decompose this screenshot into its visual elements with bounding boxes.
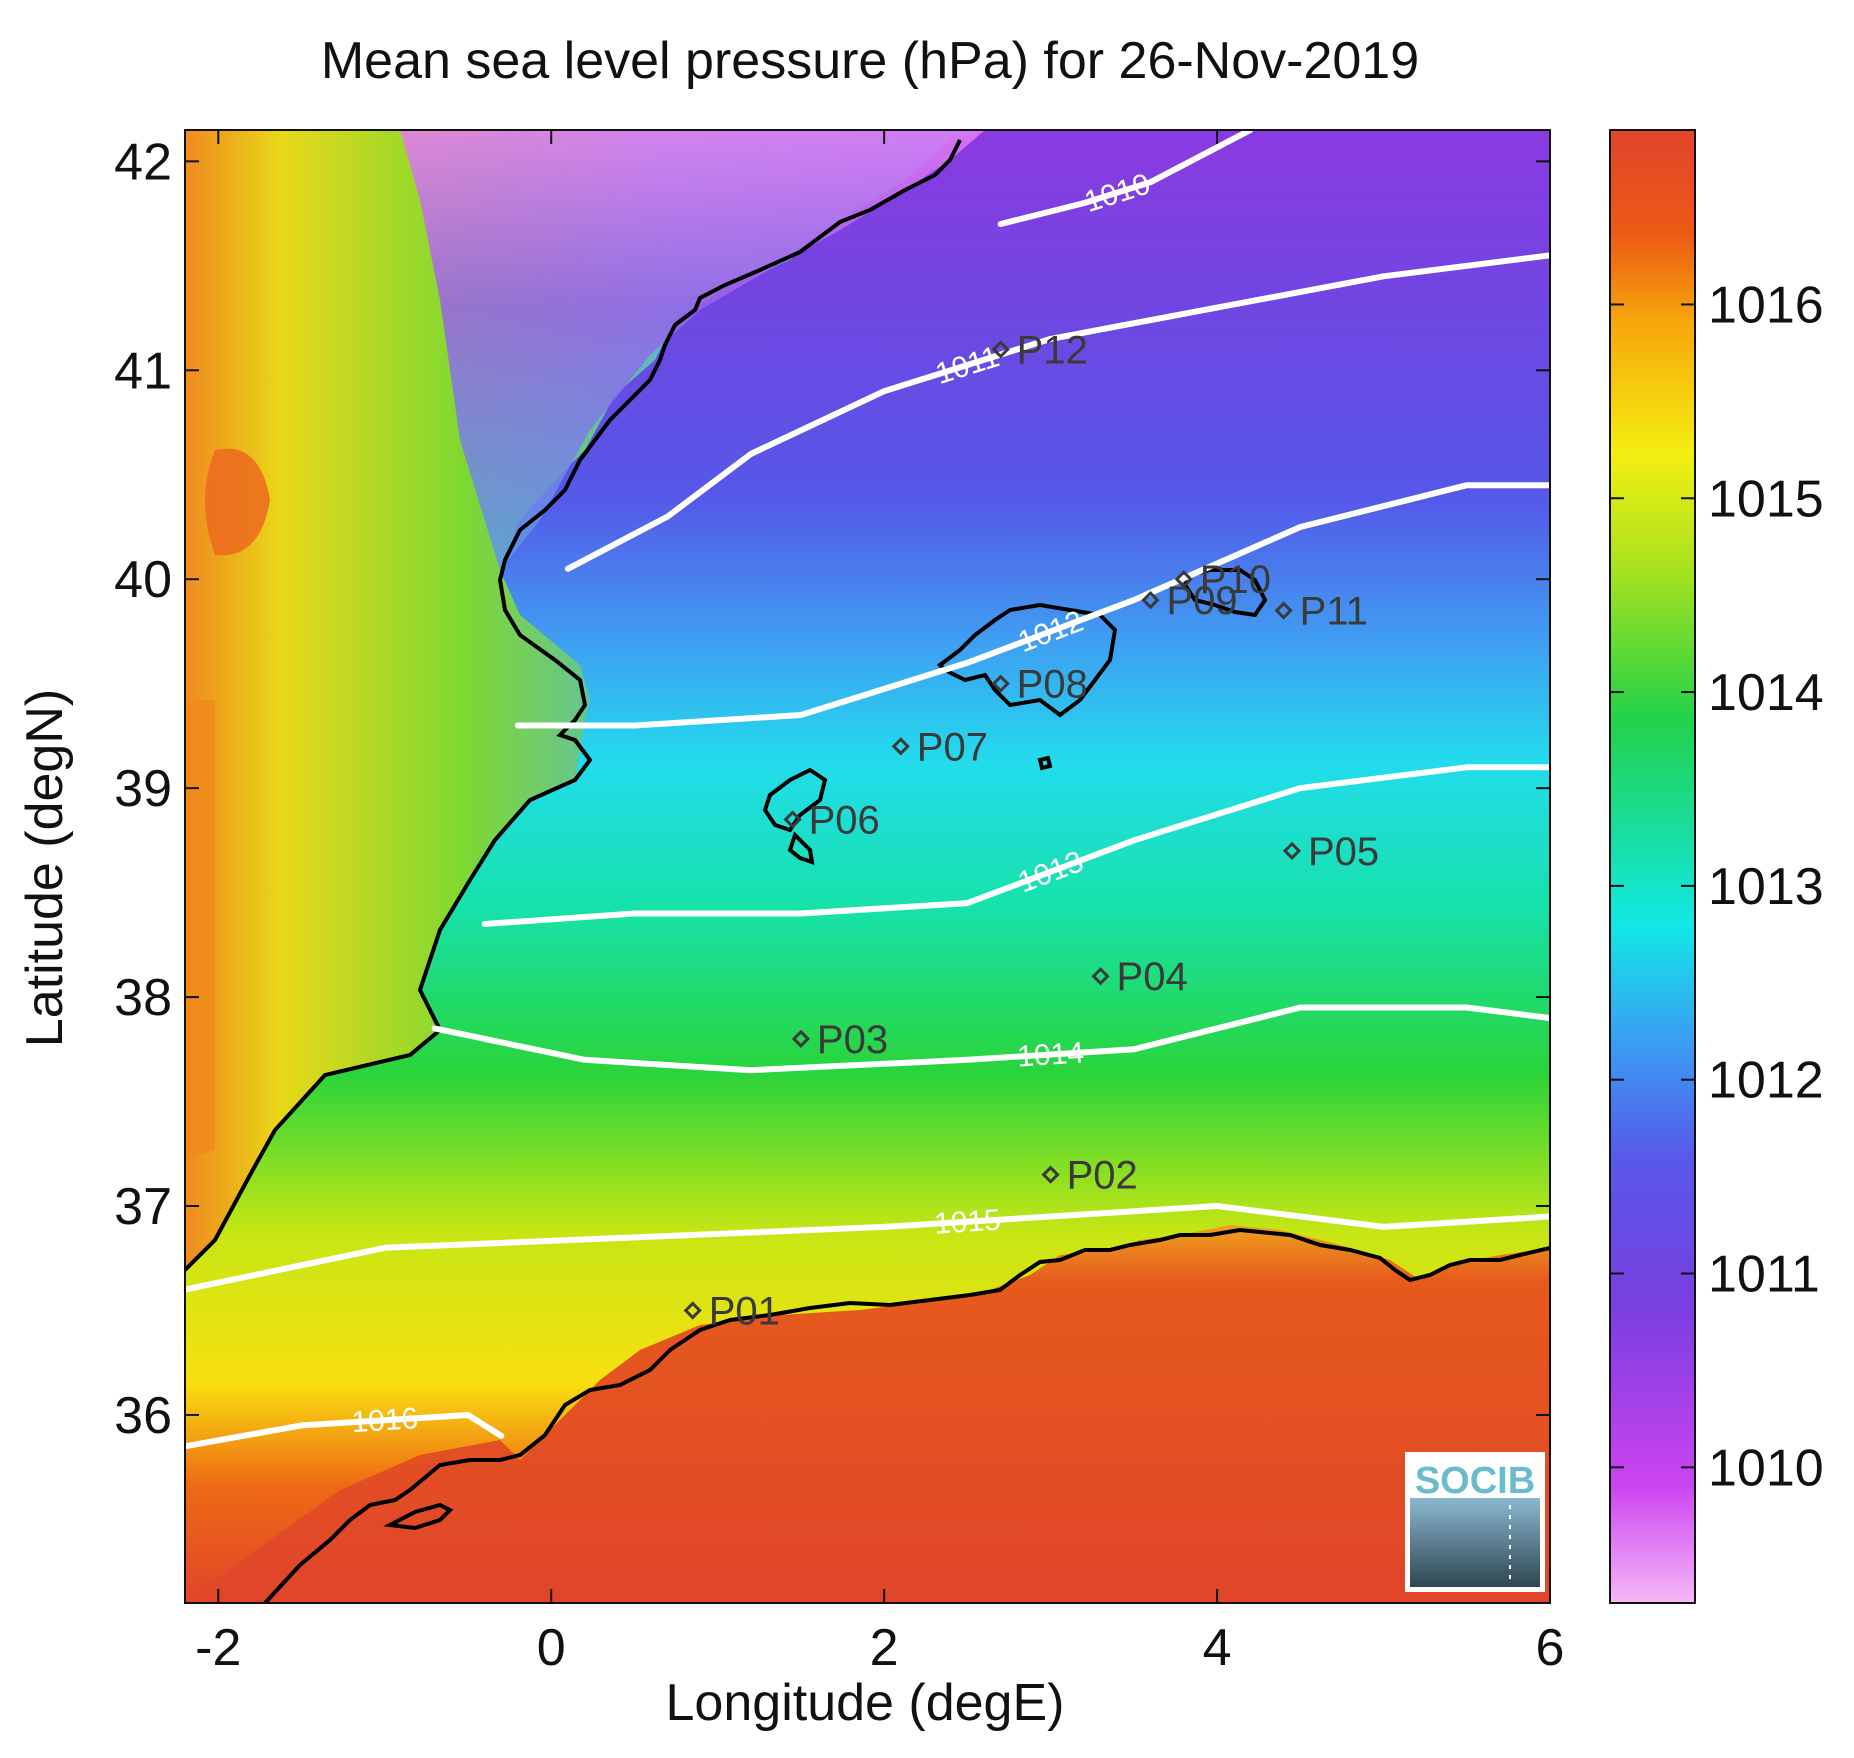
station-marker (1274, 601, 1293, 620)
x-tick-label: 2 (870, 1619, 899, 1677)
africa-land-field (185, 1225, 1550, 1603)
colorbar-ramp (1609, 129, 1696, 1604)
station-marker (1282, 841, 1302, 860)
iberia-warm-strip (185, 700, 215, 1160)
y-tick-label: 36 (114, 1387, 172, 1445)
station-label: P04 (1117, 955, 1188, 999)
station-label: P07 (917, 725, 988, 769)
station-label: P11 (1300, 590, 1368, 634)
formentera-coastline (787, 831, 815, 865)
y-tick-label: 38 (114, 969, 172, 1027)
station-marker (1041, 1165, 1060, 1184)
y-tick-label: 41 (114, 342, 172, 400)
plot-frame (184, 129, 1551, 1604)
station-marker (791, 1029, 811, 1048)
isobar-line (564, 252, 1550, 572)
station-marker (991, 674, 1010, 693)
colorbar-ticks: 1010 1011 1012 1013 1014 1015 1016 (1610, 276, 1824, 1497)
station-label: P10 (1200, 558, 1271, 602)
iberia-coastline (185, 139, 962, 1272)
y-tick-label: 40 (114, 551, 172, 609)
colorbar-tick-label: 1011 (1708, 1246, 1820, 1304)
station-label: P06 (809, 798, 880, 842)
isobar-line (997, 130, 1254, 227)
y-tick-label: 42 (114, 133, 172, 191)
isobar-line (514, 482, 1550, 729)
isobar-line (185, 1203, 1550, 1293)
x-tick-label: 4 (1203, 1619, 1232, 1677)
isobar-label: 1014 (1016, 1036, 1085, 1073)
coastlines (185, 139, 1550, 1603)
isobar-line (431, 1004, 1550, 1074)
station-marker (991, 340, 1010, 359)
y-tick-label: 39 (114, 760, 172, 818)
station-label: P12 (1017, 328, 1088, 372)
x-tick-label: -2 (195, 1619, 241, 1677)
colorbar-tick-label: 1012 (1708, 1052, 1824, 1110)
africa-coastline (263, 1227, 1550, 1603)
x-tick-label: 0 (537, 1619, 566, 1677)
colorbar-tick-label: 1014 (1708, 664, 1824, 722)
station-label: P03 (817, 1018, 888, 1062)
station-label: P02 (1067, 1154, 1138, 1198)
isobar-label: 1016 (350, 1402, 419, 1439)
colorbar: 1010 1011 1012 1013 1014 1015 1016 (1609, 129, 1824, 1604)
x-tick-label: 6 (1536, 1619, 1565, 1677)
mallorca-coastline (936, 602, 1118, 718)
iberia-north-field (400, 130, 985, 570)
ibiza-coastline (762, 767, 828, 833)
isobar-label: 1015 (933, 1204, 1002, 1241)
station-label: P08 (1017, 663, 1088, 707)
station-marker (1141, 590, 1160, 610)
iberia-warm-spot (205, 448, 270, 556)
colorbar-tick-label: 1015 (1708, 470, 1824, 528)
colorbar-tick-label: 1016 (1708, 276, 1824, 334)
colorbar-tick-label: 1013 (1708, 858, 1824, 916)
isobar-line (185, 1412, 505, 1450)
socib-logo-text: SOCIB (1415, 1460, 1535, 1502)
socib-logo: SOCIB (1405, 1452, 1545, 1592)
chart-title: Mean sea level pressure (hPa) for 26-Nov… (321, 32, 1419, 90)
y-axis-ticks: 36 37 38 39 40 41 42 (114, 133, 1550, 1445)
station-label: P09 (1166, 579, 1237, 623)
alboran-island (383, 1502, 454, 1531)
cabrera-islet (1037, 755, 1053, 771)
station-marker (1174, 570, 1193, 589)
y-axis-label: Latitude (degN) (16, 689, 74, 1047)
station-marker (891, 737, 910, 756)
station-marker (683, 1301, 702, 1320)
x-axis-ticks: -2 0 2 4 6 (195, 130, 1564, 1677)
station-label: P05 (1308, 830, 1379, 874)
isobar-line (481, 764, 1550, 927)
x-axis-label: Longitude (degE) (666, 1674, 1065, 1732)
station-marker (783, 810, 802, 829)
station-marker (1091, 967, 1110, 986)
station-label: P01 (709, 1289, 780, 1333)
colorbar-tick-label: 1010 (1708, 1439, 1824, 1497)
menorca-coastline (1182, 568, 1268, 618)
y-tick-label: 37 (114, 1178, 172, 1236)
